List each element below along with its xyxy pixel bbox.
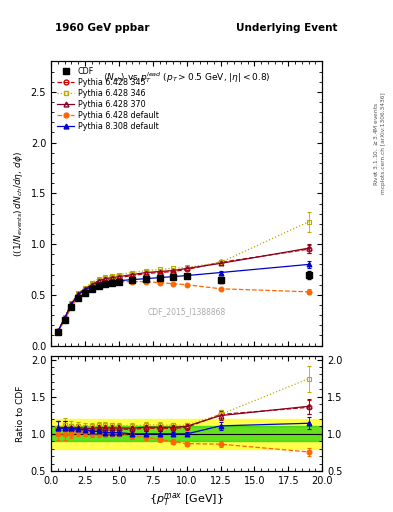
Y-axis label: $((1/N_{events})\, dN_{ch}/d\eta,\, d\phi)$: $((1/N_{events})\, dN_{ch}/d\eta,\, d\ph… [12,151,25,257]
Legend: CDF, Pythia 6.428 345, Pythia 6.428 346, Pythia 6.428 370, Pythia 6.428 default,: CDF, Pythia 6.428 345, Pythia 6.428 346,… [55,66,160,133]
Text: Underlying Event: Underlying Event [237,23,338,33]
Text: $\langle N_{ch}\rangle$ vs $p_T^{lead}$ ($p_T > 0.5$ GeV, $|\eta| < 0.8$): $\langle N_{ch}\rangle$ vs $p_T^{lead}$ … [103,70,270,85]
Bar [51,419,322,449]
Text: 1960 GeV ppbar: 1960 GeV ppbar [55,23,149,33]
Text: CDF_2015_I1388868: CDF_2015_I1388868 [147,307,226,316]
Text: Rivet 3.1.10, $\geq$3.4M events: Rivet 3.1.10, $\geq$3.4M events [373,101,380,185]
X-axis label: $\{p_T^{max}$ [GeV]$\}$: $\{p_T^{max}$ [GeV]$\}$ [149,492,224,508]
Bar [51,426,322,441]
Text: mcplots.cern.ch [arXiv:1306.3436]: mcplots.cern.ch [arXiv:1306.3436] [381,93,386,194]
Y-axis label: Ratio to CDF: Ratio to CDF [16,385,25,442]
